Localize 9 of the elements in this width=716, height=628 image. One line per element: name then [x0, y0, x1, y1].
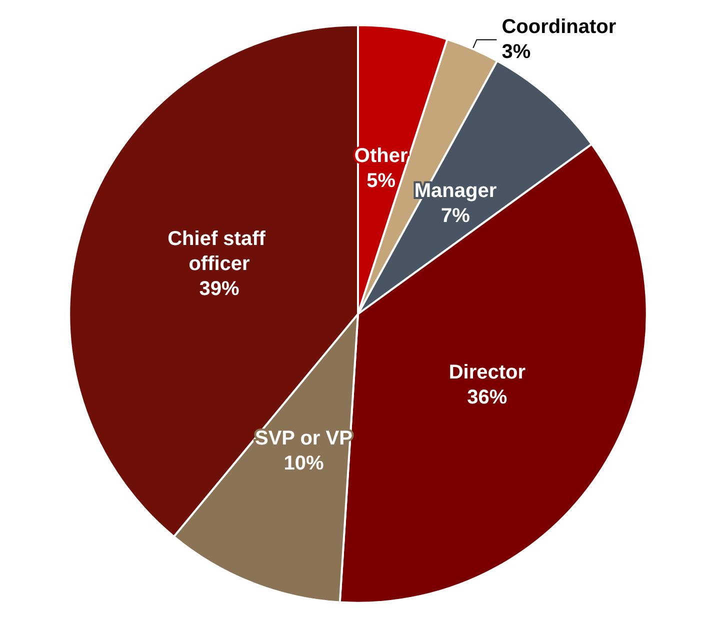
slice-label: Chief staff officer	[168, 228, 271, 276]
data-label: 36%	[467, 386, 508, 409]
slice-label: Director	[448, 362, 526, 384]
data-label: 10%	[284, 452, 324, 475]
data-label: 3%	[502, 41, 531, 64]
slice-label: Coordinator	[502, 16, 616, 38]
data-label: 39%	[199, 278, 240, 300]
data-label: 7%	[441, 204, 470, 227]
data-label: 5%	[366, 170, 396, 192]
